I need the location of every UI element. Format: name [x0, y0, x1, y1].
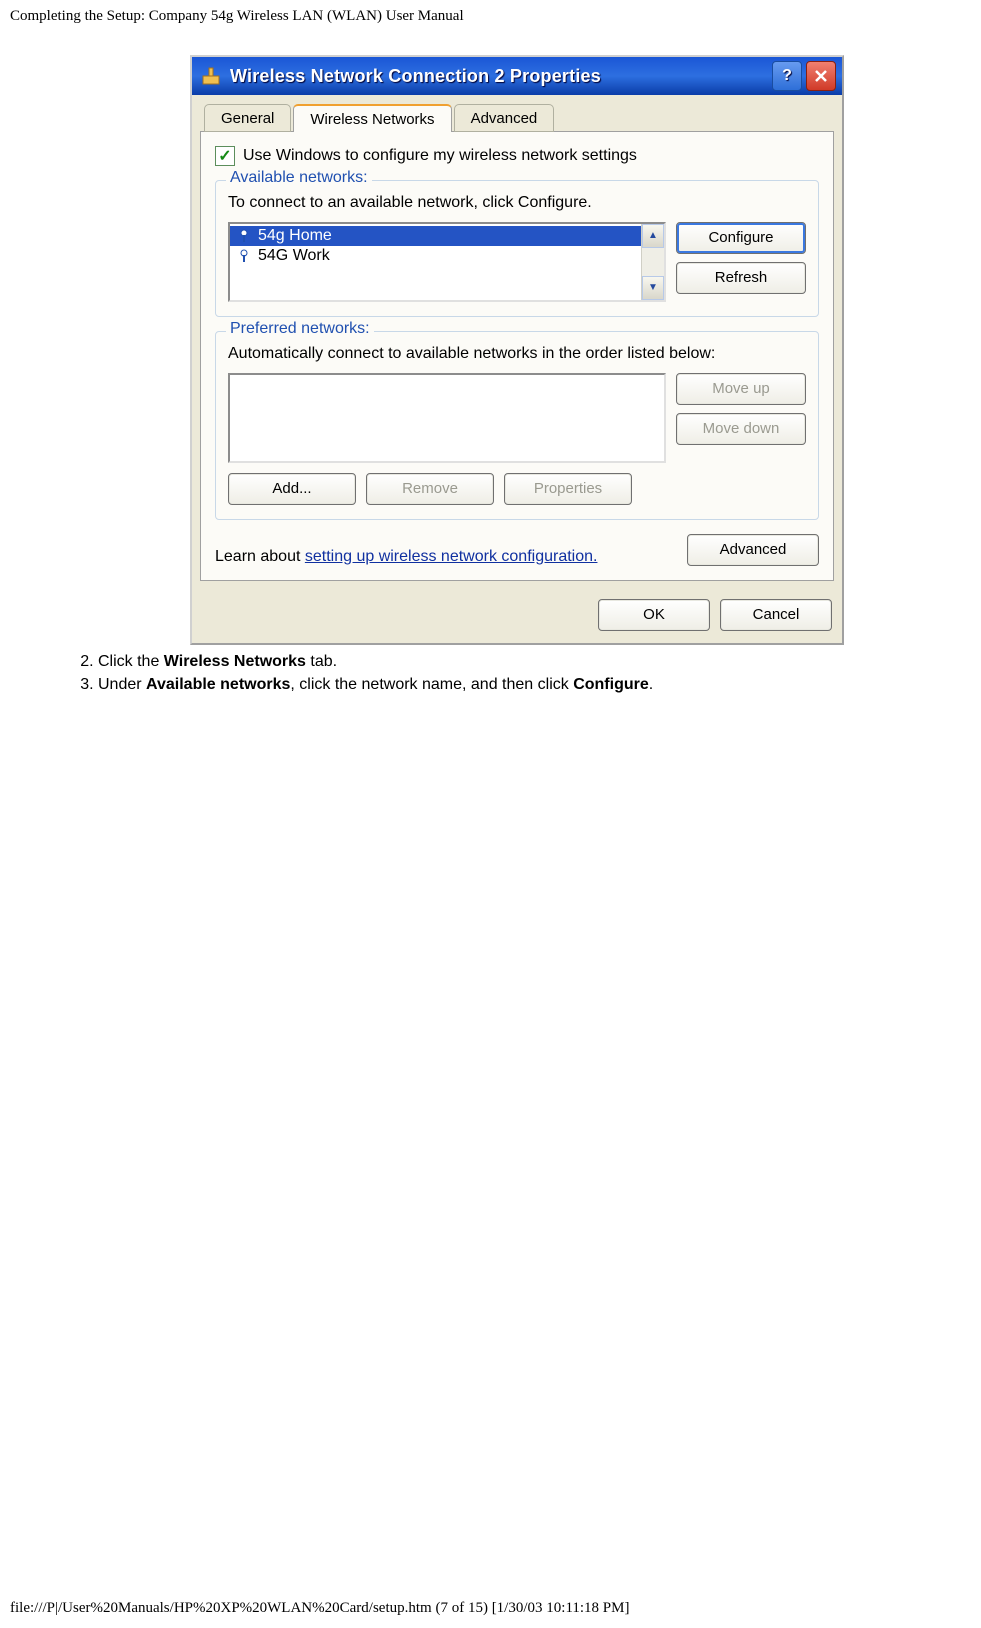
text: , click the network name, and then click — [290, 676, 573, 693]
available-networks-group: Available networks: To connect to an ava… — [215, 180, 819, 317]
movedown-button[interactable]: Move down — [676, 413, 806, 445]
titlebar: Wireless Network Connection 2 Properties… — [192, 57, 842, 95]
preferred-caption: Automatically connect to available netwo… — [228, 344, 806, 365]
list-item-label: 54g Home — [258, 227, 332, 245]
tab-wireless-networks[interactable]: Wireless Networks — [293, 104, 451, 132]
window-title: Wireless Network Connection 2 Properties — [230, 66, 772, 87]
text-bold: Wireless Networks — [164, 653, 306, 670]
network-icon — [236, 248, 252, 264]
add-button[interactable]: Add... — [228, 473, 356, 505]
dialog-buttons: OK Cancel — [192, 589, 842, 643]
step-2: Click the Wireless Networks tab. — [98, 651, 971, 673]
list-item[interactable]: 54G Work — [230, 246, 664, 266]
preferred-networks-group: Preferred networks: Automatically connec… — [215, 331, 819, 520]
remove-button[interactable]: Remove — [366, 473, 494, 505]
properties-dialog: Wireless Network Connection 2 Properties… — [190, 55, 844, 645]
page-footer: file:///P|/User%20Manuals/HP%20XP%20WLAN… — [10, 1600, 629, 1617]
scroll-up-icon[interactable]: ▲ — [642, 224, 664, 248]
available-networks-list[interactable]: 54g Home 54G Work ▲ ▼ — [228, 222, 666, 302]
use-windows-label: Use Windows to configure my wireless net… — [243, 147, 637, 165]
advanced-button[interactable]: Advanced — [687, 534, 819, 566]
moveup-button[interactable]: Move up — [676, 373, 806, 405]
tab-advanced[interactable]: Advanced — [454, 104, 555, 132]
window-icon — [200, 65, 222, 87]
refresh-button[interactable]: Refresh — [676, 262, 806, 294]
tabs: General Wireless Networks Advanced — [192, 95, 842, 131]
page-header: Completing the Setup: Company 54g Wirele… — [10, 8, 971, 25]
preferred-legend: Preferred networks: — [226, 320, 374, 338]
cancel-button[interactable]: Cancel — [720, 599, 832, 631]
text-bold: Available networks — [146, 676, 290, 693]
learn-row: Learn about setting up wireless network … — [215, 534, 819, 566]
preferred-networks-list[interactable] — [228, 373, 666, 463]
available-caption: To connect to an available network, clic… — [228, 193, 806, 214]
properties-button[interactable]: Properties — [504, 473, 632, 505]
scrollbar[interactable]: ▲ ▼ — [641, 224, 664, 300]
text-bold: Configure — [573, 676, 649, 693]
text: . — [649, 676, 653, 693]
text: Click the — [98, 653, 164, 670]
tab-body: ✓ Use Windows to configure my wireless n… — [200, 131, 834, 581]
list-item[interactable]: 54g Home — [230, 226, 664, 246]
list-item-label: 54G Work — [258, 247, 330, 265]
text: tab. — [306, 653, 337, 670]
configure-button[interactable]: Configure — [676, 222, 806, 254]
instructions: Click the Wireless Networks tab. Under A… — [70, 651, 971, 696]
network-icon — [236, 228, 252, 244]
text: Under — [98, 676, 146, 693]
tab-general[interactable]: General — [204, 104, 291, 132]
ok-button[interactable]: OK — [598, 599, 710, 631]
use-windows-checkbox[interactable]: ✓ — [215, 146, 235, 166]
learn-text: Learn about — [215, 548, 305, 565]
learn-link[interactable]: setting up wireless network configuratio… — [305, 548, 598, 565]
available-legend: Available networks: — [226, 169, 372, 187]
scroll-down-icon[interactable]: ▼ — [642, 276, 664, 300]
step-3: Under Available networks, click the netw… — [98, 674, 971, 696]
close-button[interactable] — [806, 61, 836, 91]
help-button[interactable]: ? — [772, 61, 802, 91]
